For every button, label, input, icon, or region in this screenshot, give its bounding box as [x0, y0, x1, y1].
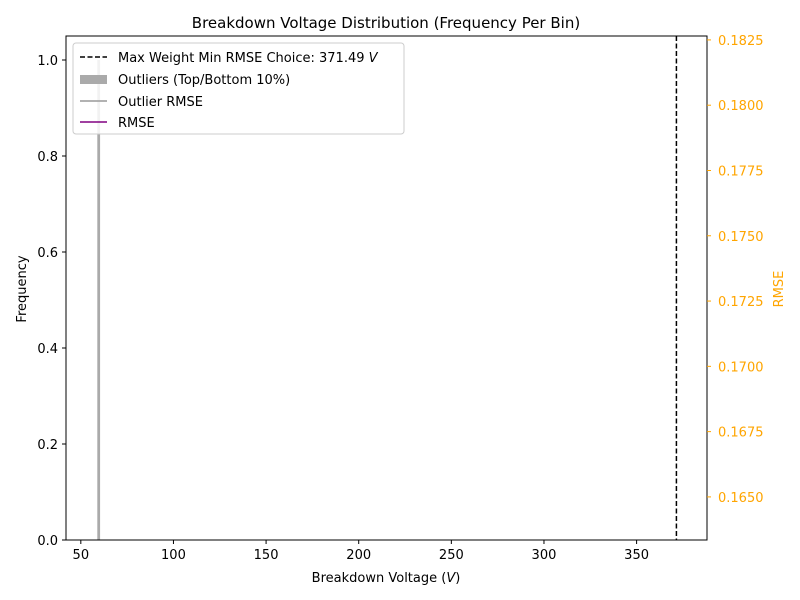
bar-outlier-0: [97, 60, 101, 540]
x-axis-label-close: ): [455, 571, 460, 586]
y-tick-label: 0.4: [37, 342, 58, 357]
legend-box: [72, 42, 405, 135]
x-axis: 50 100 150 200 250 300 350: [73, 540, 649, 563]
y-axis: 0.0 0.2 0.4 0.6 0.8 1.0: [37, 54, 66, 549]
x-tick-label: 350: [624, 548, 649, 563]
y2-tick-label: 0.1725: [718, 295, 764, 310]
y-axis-label: Frequency: [15, 255, 30, 322]
y2-axis: 0.1650 0.1675 0.1700 0.1725 0.1750 0.1775 0.18…: [707, 34, 764, 506]
legend-outliers-swatch: [80, 75, 107, 84]
plot-frame: [65, 35, 708, 541]
y-tick-label: 0.0: [37, 534, 58, 549]
y-tick-label: 0.6: [37, 246, 58, 261]
legend-entry-outliers: Outliers (Top/Bottom 10%): [118, 73, 290, 88]
legend-entry-choice-label: Max Weight Min RMSE Choice: 371.49: [118, 51, 369, 66]
y-tick-label: 0.2: [37, 438, 58, 453]
y2-tick-label: 0.1775: [718, 164, 764, 179]
bars-layer: [97, 60, 101, 540]
x-tick-label: 250: [439, 548, 464, 563]
legend-entry-outlier-rmse: Outlier RMSE: [118, 95, 203, 110]
legend: Max Weight Min RMSE Choice: 371.49 V Out…: [72, 42, 405, 135]
y-tick-label: 0.8: [37, 150, 58, 165]
legend-entry-choice-unit: V: [369, 51, 379, 66]
y2-tick-label: 0.1800: [718, 99, 764, 114]
x-axis-label: Breakdown Voltage (V): [312, 571, 461, 586]
y2-tick-label: 0.1750: [718, 230, 764, 245]
x-tick-label: 100: [161, 548, 186, 563]
x-tick-label: 50: [73, 548, 90, 563]
y2-tick-label: 0.1700: [718, 360, 764, 375]
chart-title: Breakdown Voltage Distribution (Frequenc…: [192, 14, 580, 32]
legend-entry-rmse: RMSE: [118, 116, 155, 131]
x-tick-label: 150: [254, 548, 279, 563]
y2-axis-label: RMSE: [772, 271, 787, 308]
y2-tick-label: 0.1825: [718, 34, 764, 49]
x-tick-label: 300: [532, 548, 557, 563]
legend-entry-choice: Max Weight Min RMSE Choice: 371.49 V: [118, 51, 379, 66]
x-axis-label-main: Breakdown Voltage (: [312, 571, 447, 586]
y2-tick-label: 0.1650: [718, 491, 764, 506]
y2-tick-label: 0.1675: [718, 426, 764, 441]
y-tick-label: 1.0: [37, 54, 58, 69]
x-axis-label-unit: V: [446, 571, 456, 586]
x-tick-label: 200: [346, 548, 371, 563]
